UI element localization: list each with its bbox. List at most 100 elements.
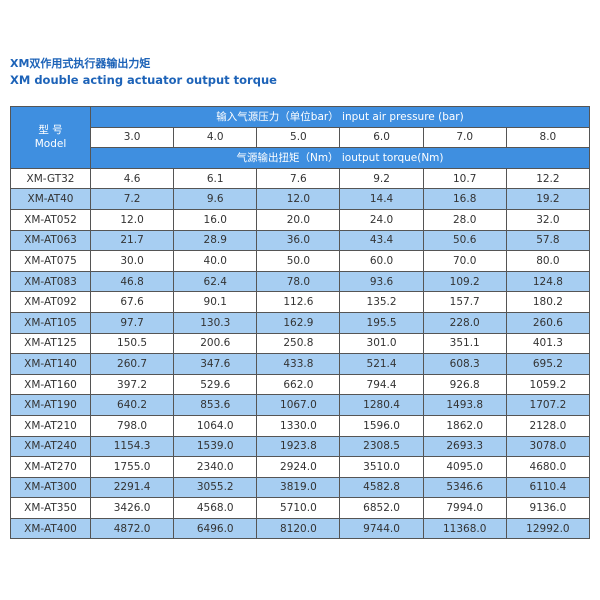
torque-cell: 228.0 <box>422 311 507 334</box>
torque-cell: 2924.0 <box>256 456 341 478</box>
torque-cell: 130.3 <box>173 311 258 334</box>
torque-cell: 1064.0 <box>173 414 258 437</box>
torque-cell: 4.6 <box>89 167 175 190</box>
torque-cell: 695.2 <box>505 353 591 375</box>
model-cell: XM-AT210 <box>10 414 91 437</box>
torque-cell: 12992.0 <box>505 517 591 540</box>
pressure-cell: 3.0 <box>89 126 175 149</box>
torque-cell: 5346.6 <box>422 476 507 499</box>
torque-cell: 112.6 <box>256 291 341 313</box>
torque-cell: 1923.8 <box>256 435 341 458</box>
model-cell: XM-AT092 <box>10 291 91 313</box>
torque-cell: 1154.3 <box>89 435 175 458</box>
model-cell: XM-AT125 <box>10 332 91 355</box>
torque-cell: 124.8 <box>505 270 591 293</box>
pressure-cell: 8.0 <box>505 126 591 149</box>
model-cn: 型 号 <box>38 124 63 137</box>
pressure-title: 输入气源压力（单位bar） input air pressure (bar) <box>90 106 590 128</box>
model-cell: XM-AT350 <box>10 497 91 519</box>
torque-cell: 14.4 <box>339 188 424 210</box>
torque-cell: 8120.0 <box>256 517 341 540</box>
torque-cell: 608.3 <box>422 353 507 375</box>
torque-cell: 40.0 <box>173 250 258 272</box>
torque-cell: 926.8 <box>422 373 507 396</box>
pressure-cell: 7.0 <box>422 126 507 149</box>
torque-cell: 1493.8 <box>422 394 507 416</box>
table-row: XM-AT052 12.0 16.0 20.0 24.0 28.0 32.0 <box>10 208 591 231</box>
model-cell: XM-AT240 <box>10 435 91 458</box>
torque-cell: 180.2 <box>505 291 591 313</box>
torque-cell: 50.0 <box>256 250 341 272</box>
torque-cell: 794.4 <box>339 373 424 396</box>
torque-cell: 4582.8 <box>339 476 424 499</box>
table-row: XM-AT075 30.0 40.0 50.0 60.0 70.0 80.0 <box>10 250 591 272</box>
torque-cell: 97.7 <box>89 311 175 334</box>
torque-cell: 57.8 <box>505 229 591 252</box>
torque-cell: 28.0 <box>422 208 507 231</box>
torque-cell: 260.6 <box>505 311 591 334</box>
torque-cell: 200.6 <box>173 332 258 355</box>
torque-cell: 9136.0 <box>505 497 591 519</box>
model-cell: XM-AT300 <box>10 476 91 499</box>
torque-cell: 16.0 <box>173 208 258 231</box>
torque-cell: 11368.0 <box>422 517 507 540</box>
table-row: XM-AT40 7.2 9.6 12.0 14.4 16.8 19.2 <box>10 188 591 210</box>
torque-cell: 24.0 <box>339 208 424 231</box>
torque-cell: 351.1 <box>422 332 507 355</box>
torque-cell: 16.8 <box>422 188 507 210</box>
model-cell: XM-AT160 <box>10 373 91 396</box>
table-row: XM-AT210 798.0 1064.0 1330.0 1596.0 1862.0 212… <box>10 414 591 437</box>
torque-cell: 50.6 <box>422 229 507 252</box>
torque-cell: 36.0 <box>256 229 341 252</box>
torque-cell: 3055.2 <box>173 476 258 499</box>
model-cell: XM-AT270 <box>10 456 91 478</box>
table-row: XM-AT160 397.2 529.6 662.0 794.4 926.8 1059.2 <box>10 373 591 396</box>
torque-cell: 3819.0 <box>256 476 341 499</box>
model-cell: XM-AT400 <box>10 517 91 540</box>
table-row: XM-AT125 150.5 200.6 250.8 301.0 351.1 401.3 <box>10 332 591 355</box>
pressure-cell: 4.0 <box>173 126 258 149</box>
torque-cell: 6110.4 <box>505 476 591 499</box>
torque-cell: 260.7 <box>89 353 175 375</box>
table-row: XM-AT092 67.6 90.1 112.6 135.2 157.7 180.2 <box>10 291 591 313</box>
torque-cell: 195.5 <box>339 311 424 334</box>
torque-cell: 4095.0 <box>422 456 507 478</box>
torque-cell: 46.8 <box>89 270 175 293</box>
torque-cell: 28.9 <box>173 229 258 252</box>
model-cell: XM-AT052 <box>10 208 91 231</box>
torque-cell: 60.0 <box>339 250 424 272</box>
model-header: 型 号 Model <box>10 106 91 169</box>
torque-cell: 12.0 <box>256 188 341 210</box>
table-row: XM-AT105 97.7 130.3 162.9 195.5 228.0 260.6 <box>10 311 591 334</box>
torque-cell: 10.7 <box>422 167 507 190</box>
torque-cell: 1707.2 <box>505 394 591 416</box>
table-row: XM-AT300 2291.4 3055.2 3819.0 4582.8 5346.6 61… <box>10 476 591 499</box>
torque-cell: 9744.0 <box>339 517 424 540</box>
title-en: XM double acting actuator output torque <box>10 73 277 87</box>
torque-cell: 2128.0 <box>505 414 591 437</box>
torque-cell: 90.1 <box>173 291 258 313</box>
torque-cell: 4680.0 <box>505 456 591 478</box>
model-cell: XM-AT190 <box>10 394 91 416</box>
model-en: Model <box>34 138 67 151</box>
torque-cell: 1596.0 <box>339 414 424 437</box>
torque-cell: 30.0 <box>89 250 175 272</box>
torque-title: 气源输出扭矩（Nm） ioutput torque(Nm) <box>90 147 590 169</box>
torque-cell: 397.2 <box>89 373 175 396</box>
table-row: XM-AT140 260.7 347.6 433.8 521.4 608.3 695.2 <box>10 353 591 375</box>
torque-cell: 1059.2 <box>505 373 591 396</box>
torque-cell: 4872.0 <box>89 517 175 540</box>
model-cell: XM-GT32 <box>10 167 91 190</box>
torque-cell: 7994.0 <box>422 497 507 519</box>
torque-cell: 2291.4 <box>89 476 175 499</box>
torque-cell: 21.7 <box>89 229 175 252</box>
torque-cell: 401.3 <box>505 332 591 355</box>
torque-cell: 6852.0 <box>339 497 424 519</box>
torque-cell: 250.8 <box>256 332 341 355</box>
torque-cell: 157.7 <box>422 291 507 313</box>
torque-cell: 19.2 <box>505 188 591 210</box>
model-cell: XM-AT075 <box>10 250 91 272</box>
torque-cell: 6496.0 <box>173 517 258 540</box>
torque-cell: 1067.0 <box>256 394 341 416</box>
pressure-cell: 5.0 <box>256 126 341 149</box>
